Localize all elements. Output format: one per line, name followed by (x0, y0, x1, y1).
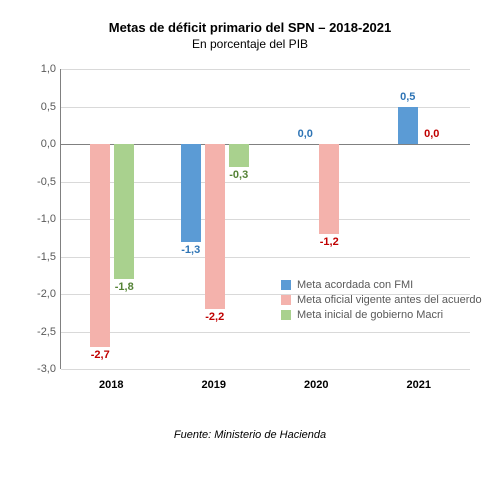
value-label: 0,5 (400, 91, 415, 103)
bar (398, 107, 418, 145)
value-label: 0,0 (298, 128, 313, 140)
legend-swatch (281, 280, 291, 290)
legend-swatch (281, 295, 291, 305)
value-label: -1,8 (115, 281, 134, 293)
bar (319, 144, 339, 234)
chart-area: -2,7 -1,8 -1,3 -2,2 -0,3 0,0 -1,2 0,5 0,0 Meta ac… (20, 59, 480, 419)
y-tick-label: -2,5 (20, 326, 56, 338)
value-label: -1,2 (320, 236, 339, 248)
x-tick-label: 2020 (304, 379, 328, 391)
bar (90, 144, 110, 347)
grid-line (61, 332, 470, 333)
y-tick-label: 1,0 (20, 63, 56, 75)
chart-subtitle: En porcentaje del PIB (109, 37, 392, 51)
legend-swatch (281, 310, 291, 320)
bar (205, 144, 225, 309)
legend-item: Meta inicial de gobierno Macri (281, 309, 482, 321)
legend-item: Meta acordada con FMI (281, 279, 482, 291)
bar (229, 144, 249, 167)
legend-label: Meta acordada con FMI (297, 279, 413, 291)
value-label: -2,2 (205, 311, 224, 323)
y-tick-label: -1,0 (20, 213, 56, 225)
legend-label: Meta oficial vigente antes del acuerdo (297, 294, 482, 306)
y-tick-label: 0,0 (20, 138, 56, 150)
value-label: -0,3 (229, 169, 248, 181)
y-tick-label: -1,5 (20, 251, 56, 263)
bar (114, 144, 134, 279)
x-tick-label: 2018 (99, 379, 123, 391)
y-tick-label: -3,0 (20, 363, 56, 375)
value-label: 0,0 (424, 128, 439, 140)
grid-line (61, 369, 470, 370)
plot-area: -2,7 -1,8 -1,3 -2,2 -0,3 0,0 -1,2 0,5 0,0 Meta ac… (60, 69, 470, 369)
legend-item: Meta oficial vigente antes del acuerdo (281, 294, 482, 306)
bar (181, 144, 201, 242)
y-tick-label: -0,5 (20, 176, 56, 188)
y-tick-label: 0,5 (20, 101, 56, 113)
x-tick-label: 2021 (407, 379, 431, 391)
value-label: -2,7 (91, 349, 110, 361)
chart-source: Fuente: Ministerio de Hacienda (174, 429, 326, 441)
y-tick-label: -2,0 (20, 288, 56, 300)
x-tick-label: 2019 (202, 379, 226, 391)
chart-title-block: Metas de déficit primario del SPN – 2018… (109, 20, 392, 51)
grid-line (61, 69, 470, 70)
chart-title: Metas de déficit primario del SPN – 2018… (109, 20, 392, 35)
value-label: -1,3 (181, 244, 200, 256)
legend: Meta acordada con FMI Meta oficial vigent… (281, 279, 482, 324)
legend-label: Meta inicial de gobierno Macri (297, 309, 443, 321)
